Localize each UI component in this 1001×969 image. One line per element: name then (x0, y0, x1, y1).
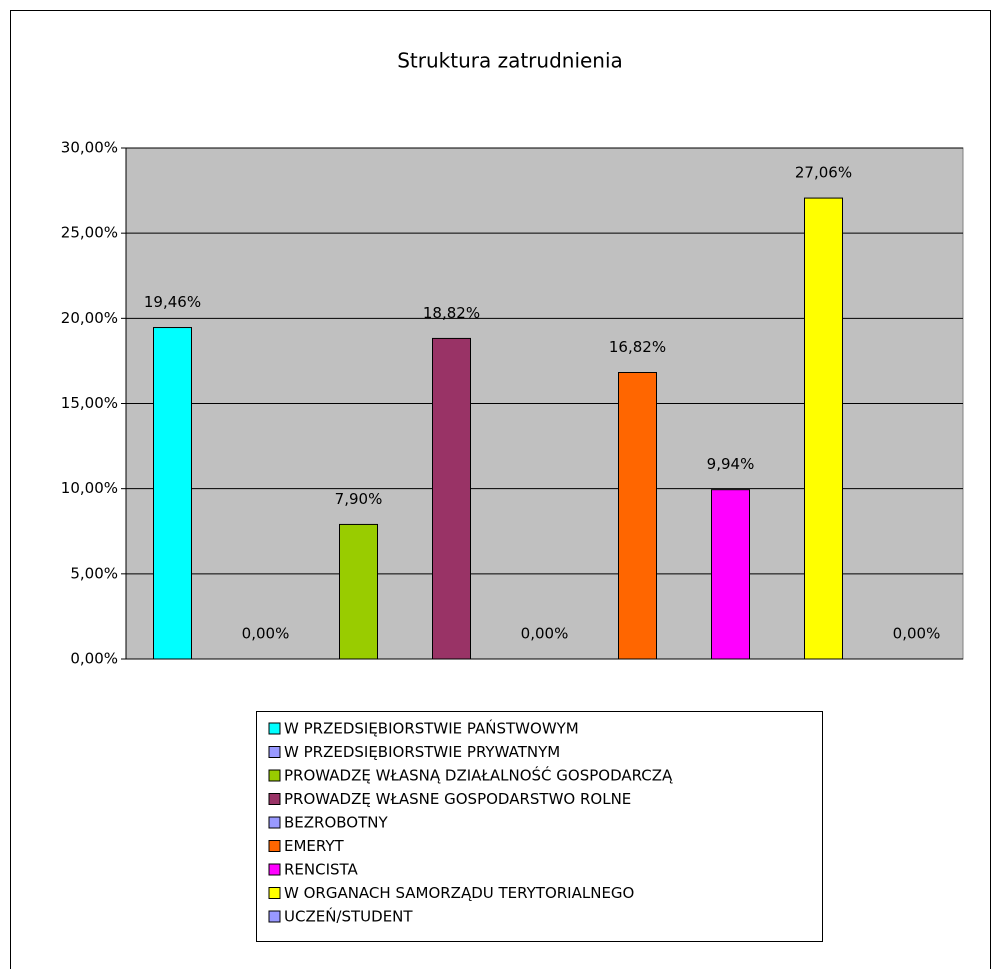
legend-label: UCZEŃ/STUDENT (284, 907, 413, 926)
legend-swatch (268, 816, 281, 829)
legend-swatch (268, 840, 281, 852)
legend-box (256, 711, 823, 942)
legend-label: EMERYT (284, 837, 345, 855)
legend-swatch (268, 746, 281, 758)
legend-label: BEZROBOTNY (284, 814, 388, 832)
data-label: 0,00% (521, 625, 569, 643)
y-tick-label: 15,00% (61, 394, 118, 412)
legend-label: PROWADZĘ WŁASNĄ DZIAŁALNOŚĆ GOSPODARCZĄ (284, 766, 673, 785)
data-label: 0,00% (893, 625, 941, 643)
y-tick-label: 5,00% (70, 564, 118, 582)
legend-swatch (268, 910, 281, 923)
data-label: 27,06% (795, 164, 852, 182)
legend-label: W ORGANACH SAMORZĄDU TERYTORIALNEGO (284, 884, 634, 902)
legend-label: W PRZEDSIĘBIORSTWIE PRYWATNYM (284, 743, 560, 761)
y-tick-label: 30,00% (61, 139, 118, 157)
chart-title: Struktura zatrudnienia (397, 49, 623, 73)
data-label: 18,82% (423, 304, 480, 322)
legend-label: RENCISTA (284, 861, 359, 879)
legend-swatch (268, 793, 281, 805)
y-tick-label: 25,00% (61, 224, 118, 242)
y-tick-label: 10,00% (61, 479, 118, 497)
bar (711, 489, 750, 660)
data-label: 0,00% (242, 625, 290, 643)
bar (432, 337, 471, 660)
y-tick-label: 0,00% (70, 650, 118, 668)
data-label: 16,82% (609, 338, 666, 356)
data-label: 9,94% (707, 455, 755, 473)
legend-swatch (268, 863, 281, 876)
bar (804, 197, 843, 660)
legend-swatch (268, 769, 281, 782)
legend-swatch (268, 887, 281, 899)
bar (153, 327, 192, 660)
y-tick-label: 20,00% (61, 309, 118, 327)
data-label: 7,90% (335, 490, 383, 508)
data-label: 19,46% (144, 293, 201, 311)
bar (618, 371, 657, 660)
legend-label: W PRZEDSIĘBIORSTWIE PAŃSTWOWYM (284, 719, 579, 738)
legend-swatch (268, 722, 281, 735)
bar (339, 523, 378, 660)
legend-label: PROWADZĘ WŁASNE GOSPODARSTWO ROLNE (284, 790, 631, 808)
